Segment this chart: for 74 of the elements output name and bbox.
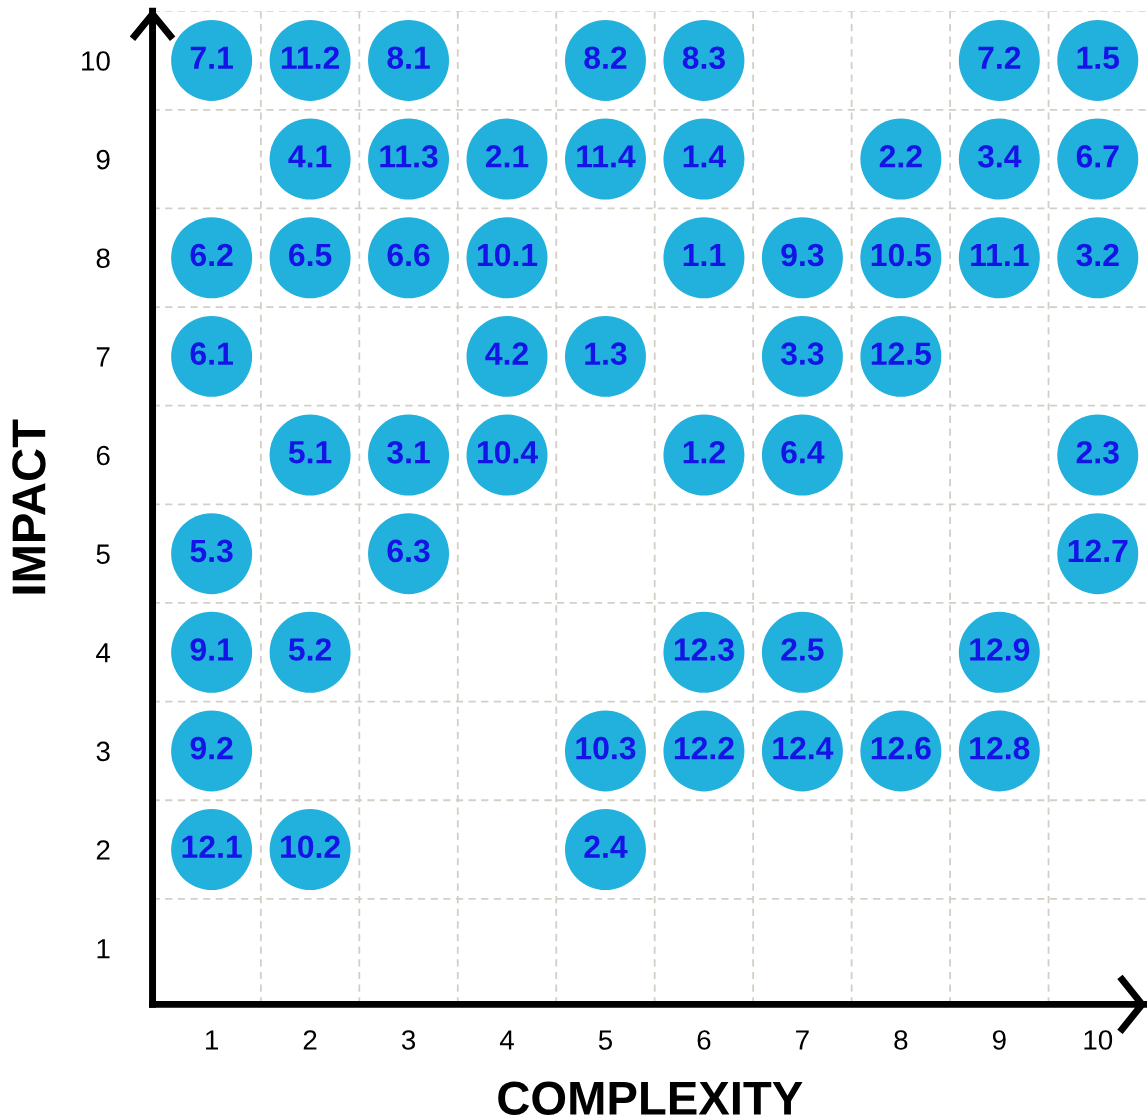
- x-tick-label: 10: [1084, 1030, 1113, 1050]
- annotation: 3.4: [977, 145, 1022, 168]
- x-axis-title: COMPLEXITY: [498, 1081, 803, 1115]
- x-tick-label: 7: [796, 1030, 809, 1050]
- annotation: 11.1: [971, 244, 1029, 266]
- y-tick-label: 5: [96, 544, 110, 564]
- y-tick-label: 10: [82, 51, 110, 71]
- annotation: 12.1: [182, 835, 242, 858]
- annotation: 12.9: [970, 638, 1030, 661]
- annotation: 10.3: [576, 736, 636, 760]
- annotation: 6.3: [387, 539, 430, 563]
- annotation: 2.1: [485, 145, 529, 168]
- annotation: 12.6: [871, 736, 931, 760]
- annotation: 2.5: [781, 638, 824, 661]
- annotation: 5.2: [288, 638, 332, 661]
- y-tick-label: 8: [96, 248, 110, 269]
- annotation: 3.1: [387, 440, 430, 464]
- annotation: 8.3: [682, 46, 725, 70]
- y-tick-label: 4: [96, 643, 111, 663]
- annotation: 1.2: [683, 440, 725, 464]
- annotation: 12.5: [871, 342, 932, 365]
- annotation: 6.5: [289, 243, 332, 267]
- x-tick-label: 6: [697, 1030, 711, 1050]
- annotation: 7.2: [978, 46, 1021, 69]
- annotation: 1.3: [585, 342, 627, 365]
- annotation: 11.2: [281, 46, 340, 69]
- annotation: 6.1: [190, 342, 233, 365]
- annotation: 4.2: [485, 342, 528, 365]
- annotation: 5.1: [288, 441, 332, 464]
- y-tick-label: 1: [97, 939, 110, 959]
- annotation: 12.8: [970, 736, 1030, 760]
- annotation: 3.2: [1076, 243, 1119, 267]
- annotation: 9.2: [190, 736, 233, 760]
- y-tick-label: 9: [96, 149, 110, 170]
- y-axis-title: IMPACT: [12, 419, 46, 594]
- annotation: 10.1: [477, 243, 538, 267]
- annotation: 12.7: [1068, 539, 1128, 562]
- x-tick-label: 9: [992, 1030, 1006, 1050]
- annotation: 12.3: [674, 638, 734, 661]
- annotation: 1.4: [683, 145, 726, 168]
- annotation: 8.1: [387, 46, 430, 70]
- annotation: 10.5: [871, 243, 932, 267]
- annotation: 11.4: [577, 145, 636, 168]
- annotation: 9.1: [190, 638, 233, 661]
- y-tick-label: 2: [96, 840, 110, 860]
- y-tick-label: 6: [96, 445, 110, 466]
- annotation: 6.2: [190, 243, 233, 267]
- annotation: 5.3: [190, 539, 233, 563]
- annotation: 6.7: [1076, 145, 1119, 168]
- y-tick-label: 7: [96, 347, 110, 367]
- annotation: 1.1: [683, 244, 726, 266]
- annotation: 2.3: [1076, 440, 1119, 464]
- annotation: 3.3: [780, 342, 824, 365]
- annotation: 4.1: [288, 145, 332, 168]
- annotation: 12.2: [674, 736, 734, 760]
- x-tick-label: 1: [206, 1030, 218, 1050]
- annotation: 7.1: [190, 46, 233, 69]
- annotation: 9.3: [781, 243, 824, 267]
- annotation: 6.6: [387, 243, 430, 267]
- x-tick-label: 3: [401, 1030, 416, 1050]
- annotation: 2.4: [584, 835, 628, 858]
- annotation: 8.2: [584, 46, 627, 70]
- annotation: 10.4: [477, 440, 538, 464]
- annotation: 1.5: [1077, 46, 1120, 70]
- x-tick-label: 8: [894, 1030, 908, 1050]
- annotation: 10.2: [281, 835, 340, 859]
- annotation: 6.4: [781, 440, 825, 464]
- annotation: 11.3: [380, 145, 438, 168]
- x-tick-label: 2: [303, 1030, 317, 1050]
- x-tick-label: 4: [499, 1030, 514, 1050]
- annotation: 2.2: [879, 145, 922, 168]
- annotation: 12.4: [773, 736, 834, 760]
- x-tick-label: 5: [598, 1030, 613, 1050]
- y-tick-label: 3: [96, 741, 110, 762]
